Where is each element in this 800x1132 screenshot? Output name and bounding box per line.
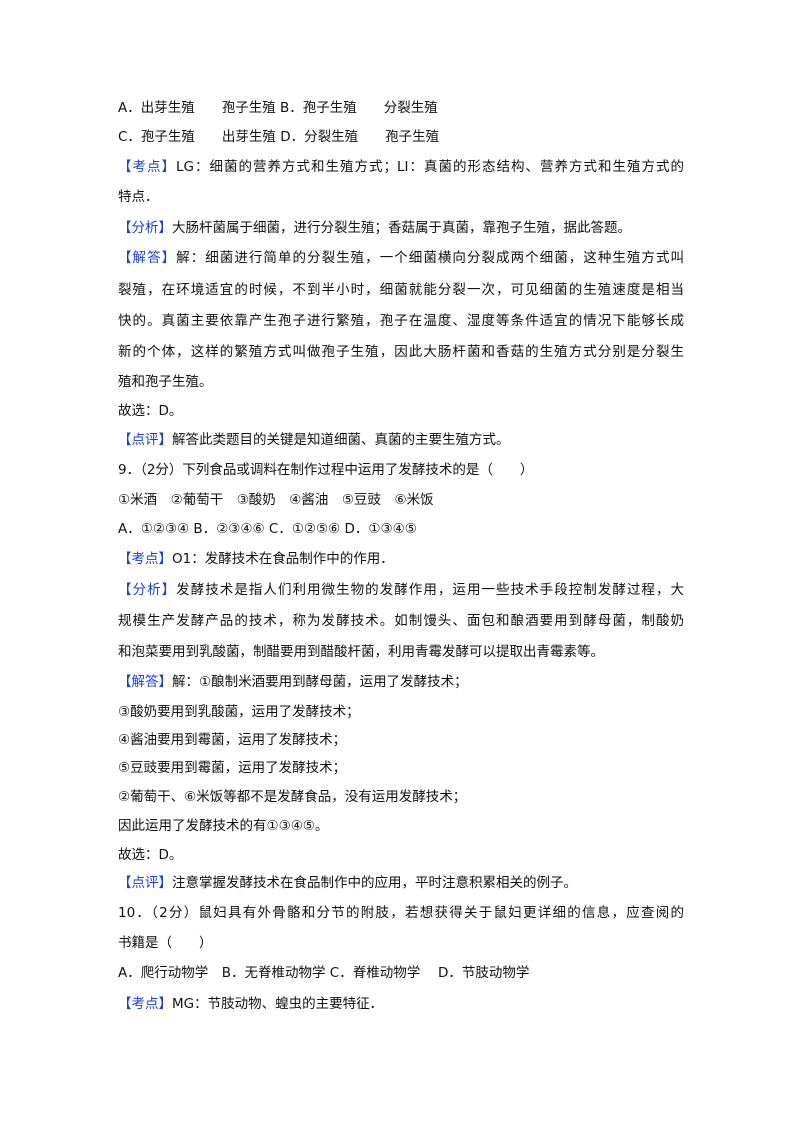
line-text: 9．（2分）下列食品或调料在制作过程中运用了发酵技术的是（ ） [118,462,534,478]
line-text: 发酵技术是指人们利用微生物的发酵作用，运用一些技术手段控制发酵过程，大 [176,582,685,598]
line-text: 故选：D。 [118,847,183,863]
line-text: 快的。真菌主要依靠产生孢子进行繁殖，孢子在温度、湿度等条件适宜的情况下能够长成 [118,313,684,329]
line-text: O1：发酵技术在食品制作中的作用． [172,551,394,567]
text-line: ⑤豆豉要用到霉菌，运用了发酵技术； [118,759,346,777]
text-line: ③酸奶要用到乳酸菌，运用了发酵技术； [118,703,360,721]
text-line: A．出芽生殖 孢子生殖 B．孢子生殖 分裂生殖 [118,99,438,117]
line-text: ②葡萄干、⑥米饭等都不是发酵食品，没有运用发酵技术； [118,789,467,805]
text-line: 10．（2分）鼠妇具有外骨骼和分节的附肢，若想获得关于鼠妇更详细的信息，应查阅的 [118,904,684,922]
text-line: 和泡菜要用到乳酸菌，制醋要用到醋酸杆菌，利用青霉发酵可以提取出青霉素等。 [118,643,604,661]
line-text: ①米酒 ②葡萄干 ③酸奶 ④酱油 ⑤豆豉 ⑥米饭 [118,492,434,508]
line-text: 和泡菜要用到乳酸菌，制醋要用到醋酸杆菌，利用青霉发酵可以提取出青霉素等。 [118,644,604,660]
text-line: 【解答】解：细菌进行简单的分裂生殖，一个细菌横向分裂成两个细菌，这种生殖方式叫 [118,249,684,267]
line-text: 裂殖，在环境适宜的时候，不到半小时，细菌就能分裂一次，可见细菌的生殖速度是相当 [118,282,684,298]
line-text: 书籍是（ ） [118,935,213,951]
section-tag: 【点评】 [118,432,172,448]
text-line: 故选：D。 [118,846,182,864]
line-text: C．孢子生殖 出芽生殖 D．分裂生殖 孢子生殖 [118,129,440,145]
text-line: C．孢子生殖 出芽生殖 D．分裂生殖 孢子生殖 [118,128,439,146]
section-tag: 【点评】 [118,875,172,891]
line-text: 解答此类题目的关键是知道细菌、真菌的主要生殖方式。 [172,432,510,448]
text-line: 【分析】发酵技术是指人们利用微生物的发酵作用，运用一些技术手段控制发酵过程，大 [118,581,684,599]
text-line: 9．（2分）下列食品或调料在制作过程中运用了发酵技术的是（ ） [118,461,533,479]
line-text: A．出芽生殖 孢子生殖 B．孢子生殖 分裂生殖 [118,100,438,116]
text-line: 规模生产发酵产品的技术，称为发酵技术。如制馒头、面包和酿酒要用到酵母菌，制酸奶 [118,612,684,630]
section-tag: 【考点】 [118,996,172,1012]
section-tag: 【考点】 [118,159,177,175]
text-line: 【解答】解：①酿制米酒要用到酵母菌，运用了发酵技术； [118,673,468,691]
section-tag: 【解答】 [118,674,172,690]
line-text: A．爬行动物学 B．无脊椎动物学 C．脊椎动物学 D．节肢动物学 [118,965,530,981]
text-line: 【点评】注意掌握发酵技术在食品制作中的应用，平时注意积累相关的例子。 [118,874,577,892]
line-text: 因此运用了发酵技术的有①③④⑤。 [118,818,329,834]
text-line: 书籍是（ ） [118,934,213,952]
line-text: 注意掌握发酵技术在食品制作中的应用，平时注意积累相关的例子。 [172,875,577,891]
text-line: 快的。真菌主要依靠产生孢子进行繁殖，孢子在温度、湿度等条件适宜的情况下能够长成 [118,312,684,330]
section-tag: 【解答】 [118,250,177,266]
line-text: 特点． [118,189,159,205]
text-line: 裂殖，在环境适宜的时候，不到半小时，细菌就能分裂一次，可见细菌的生殖速度是相当 [118,281,684,299]
line-text: 规模生产发酵产品的技术，称为发酵技术。如制馒头、面包和酿酒要用到酵母菌，制酸奶 [118,613,684,629]
line-text: 新的个体，这样的繁殖方式叫做孢子生殖，因此大肠杆菌和香菇的生殖方式分别是分裂生 [118,344,684,360]
line-text: ⑤豆豉要用到霉菌，运用了发酵技术； [118,760,347,776]
text-line: 【点评】解答此类题目的关键是知道细菌、真菌的主要生殖方式。 [118,431,510,449]
line-text: MG：节肢动物、蝗虫的主要特征． [172,996,384,1012]
text-line: 殖和孢子生殖。 [118,373,213,391]
section-tag: 【分析】 [118,220,172,236]
section-tag: 【分析】 [118,582,177,598]
text-line: A．爬行动物学 B．无脊椎动物学 C．脊椎动物学 D．节肢动物学 [118,964,529,982]
text-line: 新的个体，这样的繁殖方式叫做孢子生殖，因此大肠杆菌和香菇的生殖方式分别是分裂生 [118,343,684,361]
text-line: 因此运用了发酵技术的有①③④⑤。 [118,817,328,835]
line-text: 10．（2分）鼠妇具有外骨骼和分节的附肢，若想获得关于鼠妇更详细的信息，应查阅的 [118,905,684,921]
line-text: ③酸奶要用到乳酸菌，运用了发酵技术； [118,704,360,720]
text-line: ②葡萄干、⑥米饭等都不是发酵食品，没有运用发酵技术； [118,788,466,806]
text-line: ①米酒 ②葡萄干 ③酸奶 ④酱油 ⑤豆豉 ⑥米饭 [118,491,434,509]
line-text: 解：细菌进行简单的分裂生殖，一个细菌横向分裂成两个细菌，这种生殖方式叫 [176,250,685,266]
text-line: 【分析】大肠杆菌属于细菌，进行分裂生殖；香菇属于真菌，靠孢子生殖，据此答题。 [118,219,631,237]
line-text: 故选：D。 [118,403,183,419]
text-line: 【考点】O1：发酵技术在食品制作中的作用． [118,550,394,568]
section-tag: 【考点】 [118,551,172,567]
text-line: 【考点】MG：节肢动物、蝗虫的主要特征． [118,995,383,1013]
text-line: A．①②③④ B．②③④⑥ C．①②⑤⑥ D．①③④⑤ [118,520,417,538]
line-text: 解：①酿制米酒要用到酵母菌，运用了发酵技术； [172,674,468,690]
line-text: ④酱油要用到霉菌，运用了发酵技术； [118,732,347,748]
text-line: 特点． [118,188,159,206]
line-text: LG：细菌的营养方式和生殖方式；LI：真菌的形态结构、营养方式和生殖方式的 [176,159,685,175]
line-text: 殖和孢子生殖。 [118,374,213,390]
text-line: 【考点】LG：细菌的营养方式和生殖方式；LI：真菌的形态结构、营养方式和生殖方式… [118,158,684,176]
text-line: 故选：D。 [118,402,182,420]
line-text: 大肠杆菌属于细菌，进行分裂生殖；香菇属于真菌，靠孢子生殖，据此答题。 [172,220,631,236]
text-line: ④酱油要用到霉菌，运用了发酵技术； [118,731,346,749]
line-text: A．①②③④ B．②③④⑥ C．①②⑤⑥ D．①③④⑤ [118,521,417,537]
